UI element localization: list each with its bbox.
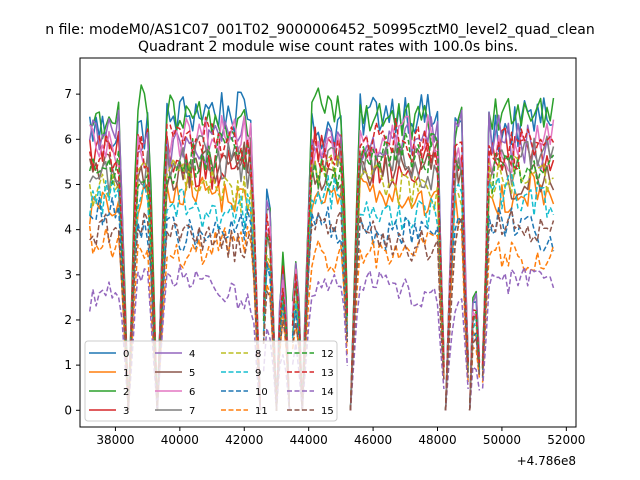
y-axis: 0 1 2 3 4 5 6 7 (64, 87, 80, 417)
legend-label-11: 11 (255, 406, 268, 417)
y-tick-label: 5 (64, 177, 72, 191)
legend-label-6: 6 (189, 387, 195, 398)
series-layer (88, 84, 555, 412)
legend-label-2: 2 (123, 387, 129, 398)
y-tick-label: 0 (64, 403, 72, 417)
legend-label-12: 12 (321, 349, 334, 360)
legend-label-13: 13 (321, 368, 334, 379)
x-tick-label: 50000 (483, 433, 521, 447)
legend-label-9: 9 (255, 368, 261, 379)
x-tick-label: 38000 (96, 433, 134, 447)
y-tick-label: 1 (64, 358, 72, 372)
x-tick-label: 44000 (290, 433, 328, 447)
series-line-14 (88, 264, 555, 412)
legend-label-4: 4 (189, 349, 195, 360)
legend-label-8: 8 (255, 349, 261, 360)
legend-label-0: 0 (123, 349, 129, 360)
y-tick-label: 2 (64, 313, 72, 327)
legend-label-7: 7 (189, 406, 195, 417)
legend-label-5: 5 (189, 368, 195, 379)
x-offset-label: +4.786e8 (517, 454, 576, 468)
legend-label-14: 14 (321, 387, 334, 398)
x-tick-label: 40000 (161, 433, 199, 447)
legend-label-10: 10 (255, 387, 268, 398)
figure-suptitle: n file: modeM0/AS1C07_001T02_9000006452_… (45, 22, 594, 38)
y-tick-label: 3 (64, 268, 72, 282)
legend-box (84, 340, 338, 422)
x-axis: 38000 40000 42000 44000 46000 48000 50000 52000 (96, 427, 585, 447)
y-tick-label: 7 (64, 87, 72, 101)
legend-label-3: 3 (123, 406, 129, 417)
x-tick-label: 46000 (354, 433, 392, 447)
chart-title: Quadrant 2 module wise count rates with … (138, 39, 518, 55)
x-tick-label: 42000 (225, 433, 263, 447)
y-tick-label: 4 (64, 223, 72, 237)
x-tick-label: 52000 (547, 433, 585, 447)
axes-frame (79, 57, 577, 428)
x-tick-label: 48000 (418, 433, 456, 447)
y-tick-label: 6 (64, 132, 72, 146)
legend-label-1: 1 (123, 368, 129, 379)
legend-label-15: 15 (321, 406, 334, 417)
